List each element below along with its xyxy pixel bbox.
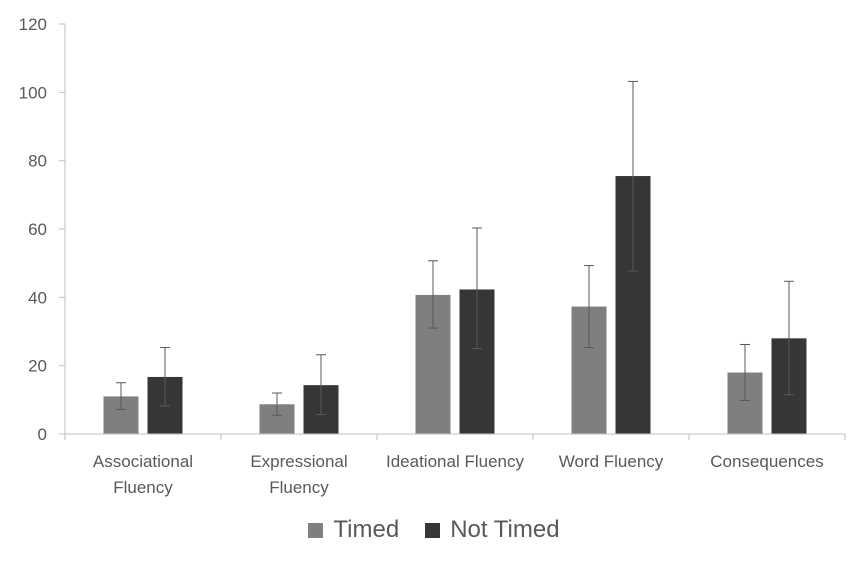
- y-tick-label: 0: [38, 425, 47, 444]
- x-category-label-line: Fluency: [113, 478, 173, 497]
- x-category-label: Expressional Fluency: [250, 452, 347, 497]
- legend-item-not-timed: Not Timed: [425, 516, 560, 544]
- x-category-label-line: Associational: [93, 452, 193, 471]
- x-category-label-line: Fluency: [269, 478, 329, 497]
- legend-swatch-timed: [308, 522, 324, 538]
- x-category-label: Ideational Fluency: [386, 452, 524, 471]
- x-category-label-line: Ideational Fluency: [386, 452, 524, 471]
- x-category-label-line: Consequences: [710, 452, 823, 471]
- x-category-label: Word Fluency: [559, 452, 664, 471]
- x-category-label-line: Expressional: [250, 452, 347, 471]
- y-tick-label: 80: [28, 152, 47, 171]
- error-bars: [116, 80, 794, 416]
- legend-label-timed: Timed: [333, 516, 400, 543]
- y-tick-label: 20: [28, 357, 47, 376]
- y-tick-label: 40: [28, 288, 47, 307]
- y-tick-label: 60: [28, 220, 47, 239]
- y-tick-label: 100: [19, 83, 47, 102]
- y-tick-label: 120: [19, 15, 47, 34]
- legend-item-timed: Timed: [308, 516, 399, 544]
- legend-label-not-timed: Not Timed: [450, 516, 560, 543]
- x-axis: Associational Fluency Expressional Fluency I…: [64, 433, 846, 497]
- y-axis: 0 20 40 60 80 100 120: [19, 15, 66, 444]
- bars: [103, 176, 807, 434]
- x-category-label-line: Word Fluency: [559, 452, 664, 471]
- x-category-label: Consequences: [710, 452, 823, 471]
- x-category-label: Associational Fluency: [93, 452, 193, 497]
- legend: Timed Not Timed: [0, 516, 868, 544]
- legend-swatch-not-timed: [425, 522, 441, 538]
